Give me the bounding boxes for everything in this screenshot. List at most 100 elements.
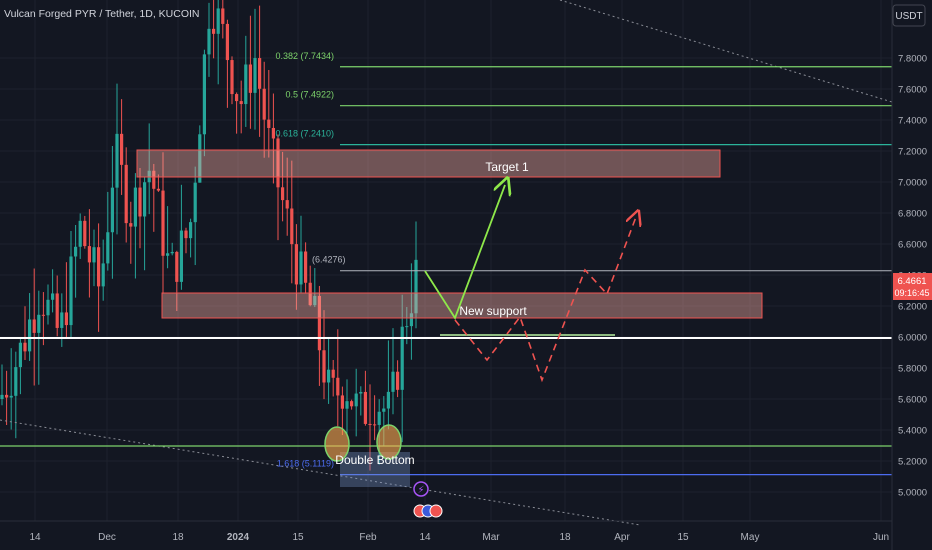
candle-body: [281, 187, 285, 201]
time-axis[interactable]: 14 Dec 18 2024 15 Feb 14 Mar 18 Apr 15 May Jun: [29, 532, 889, 543]
candle-body: [317, 295, 321, 351]
candle-body: [216, 8, 220, 34]
candle-body: [138, 187, 142, 217]
y-tick-label: 5.2000: [898, 457, 927, 468]
x-tick-label: 18: [172, 532, 184, 543]
candle-body: [331, 369, 335, 378]
candle-body: [9, 395, 13, 398]
candle-body: [87, 246, 91, 263]
candle-body: [391, 371, 395, 392]
candle-body: [64, 312, 68, 326]
candle-body: [110, 187, 114, 233]
target-label: Target 1: [485, 160, 529, 174]
candle-body: [409, 313, 413, 327]
upper-trendline[interactable]: [559, 0, 893, 103]
x-tick-label: 18: [559, 532, 571, 543]
grid-lines: [0, 0, 892, 521]
y-tick-label: 7.0000: [898, 178, 927, 189]
candle-body: [69, 256, 73, 326]
x-tick-label: 15: [677, 532, 689, 543]
candle-body: [308, 282, 312, 306]
fib-label: (6.4276): [312, 255, 346, 265]
candle-body: [350, 401, 354, 407]
candle-body: [78, 220, 82, 247]
x-tick-label: Apr: [614, 532, 630, 543]
candle-body: [55, 293, 59, 328]
svg-text:⚡: ⚡: [417, 485, 424, 496]
candle-body: [147, 170, 151, 183]
double-bottom-box: [340, 452, 410, 487]
fib-levels: 0.382 (7.7434) 0.5 (7.4922) 0.618 (7.2410)…: [275, 51, 892, 476]
candle-body: [0, 394, 4, 399]
candle-body: [23, 342, 27, 352]
y-tick-label: 6.8000: [898, 209, 927, 220]
candle-body: [271, 127, 275, 139]
candle-body: [83, 220, 87, 247]
flag-event-icon-3[interactable]: [429, 504, 443, 518]
candle-body: [161, 190, 165, 256]
candle-body: [129, 223, 133, 227]
lightning-event-icon[interactable]: [413, 481, 429, 497]
y-tick-label: 7.4000: [898, 116, 927, 127]
y-tick-label: 5.0000: [898, 488, 927, 499]
candle-body: [97, 247, 101, 287]
candle-body: [253, 58, 257, 93]
x-tick-label: 15: [292, 532, 304, 543]
fib-label: 0.382 (7.7434): [275, 51, 334, 61]
chart-title: Vulcan Forged PYR / Tether, 1D, KUCOIN: [4, 8, 200, 20]
candle-body: [414, 259, 418, 314]
candle-body: [170, 251, 174, 254]
bottom-circle-left[interactable]: [324, 426, 350, 462]
candle-body: [5, 394, 9, 398]
x-tick-label: Dec: [98, 532, 116, 543]
y-tick-label: 6.6000: [898, 240, 927, 251]
y-tick-label: 7.2000: [898, 147, 927, 158]
lower-trendline[interactable]: [0, 419, 641, 526]
y-tick-label: 5.8000: [898, 364, 927, 375]
candle-body: [313, 295, 317, 306]
candle-body: [51, 293, 55, 300]
candle-body: [28, 319, 32, 352]
candle-body: [46, 299, 50, 316]
candle-body: [179, 230, 183, 282]
y-tick-label: 6.0000: [898, 333, 927, 344]
candle-body: [262, 88, 266, 120]
candle-body: [285, 200, 289, 209]
bottom-circle-right[interactable]: [376, 424, 402, 460]
candle-body: [396, 371, 400, 390]
x-tick-label: Jun: [873, 532, 889, 543]
candle-body: [290, 208, 294, 245]
currency-button[interactable]: [892, 4, 926, 27]
candle-body: [143, 182, 147, 217]
candle-body: [221, 8, 225, 24]
candle-body: [382, 408, 386, 412]
candle-body: [92, 247, 96, 263]
candle-body: [152, 170, 156, 189]
candle-body: [133, 187, 137, 227]
candle-body: [166, 253, 170, 256]
candle-body: [340, 395, 344, 409]
target-zone[interactable]: [136, 149, 721, 178]
green-projection[interactable]: [424, 185, 505, 321]
red-projection[interactable]: [454, 217, 636, 383]
candle-body: [276, 138, 280, 188]
candle-body: [363, 391, 367, 424]
last-price-badge: [893, 273, 932, 300]
candle-body: [225, 23, 229, 61]
candle-body: [115, 133, 119, 188]
candle-body: [202, 54, 206, 135]
countdown: 09:16:45: [894, 288, 929, 298]
currency-label: USDT: [895, 11, 922, 22]
candle-body: [239, 101, 243, 105]
candle-body: [304, 251, 308, 283]
x-tick-label: Mar: [482, 532, 500, 543]
candle-body: [373, 424, 377, 426]
candle-body: [322, 350, 326, 383]
candle-body: [207, 28, 211, 55]
y-tick-label: 7.8000: [898, 54, 927, 65]
candle-body: [359, 391, 363, 394]
fib-label: 0.5 (7.4922): [285, 90, 334, 100]
x-tick-label: 14: [419, 532, 431, 543]
